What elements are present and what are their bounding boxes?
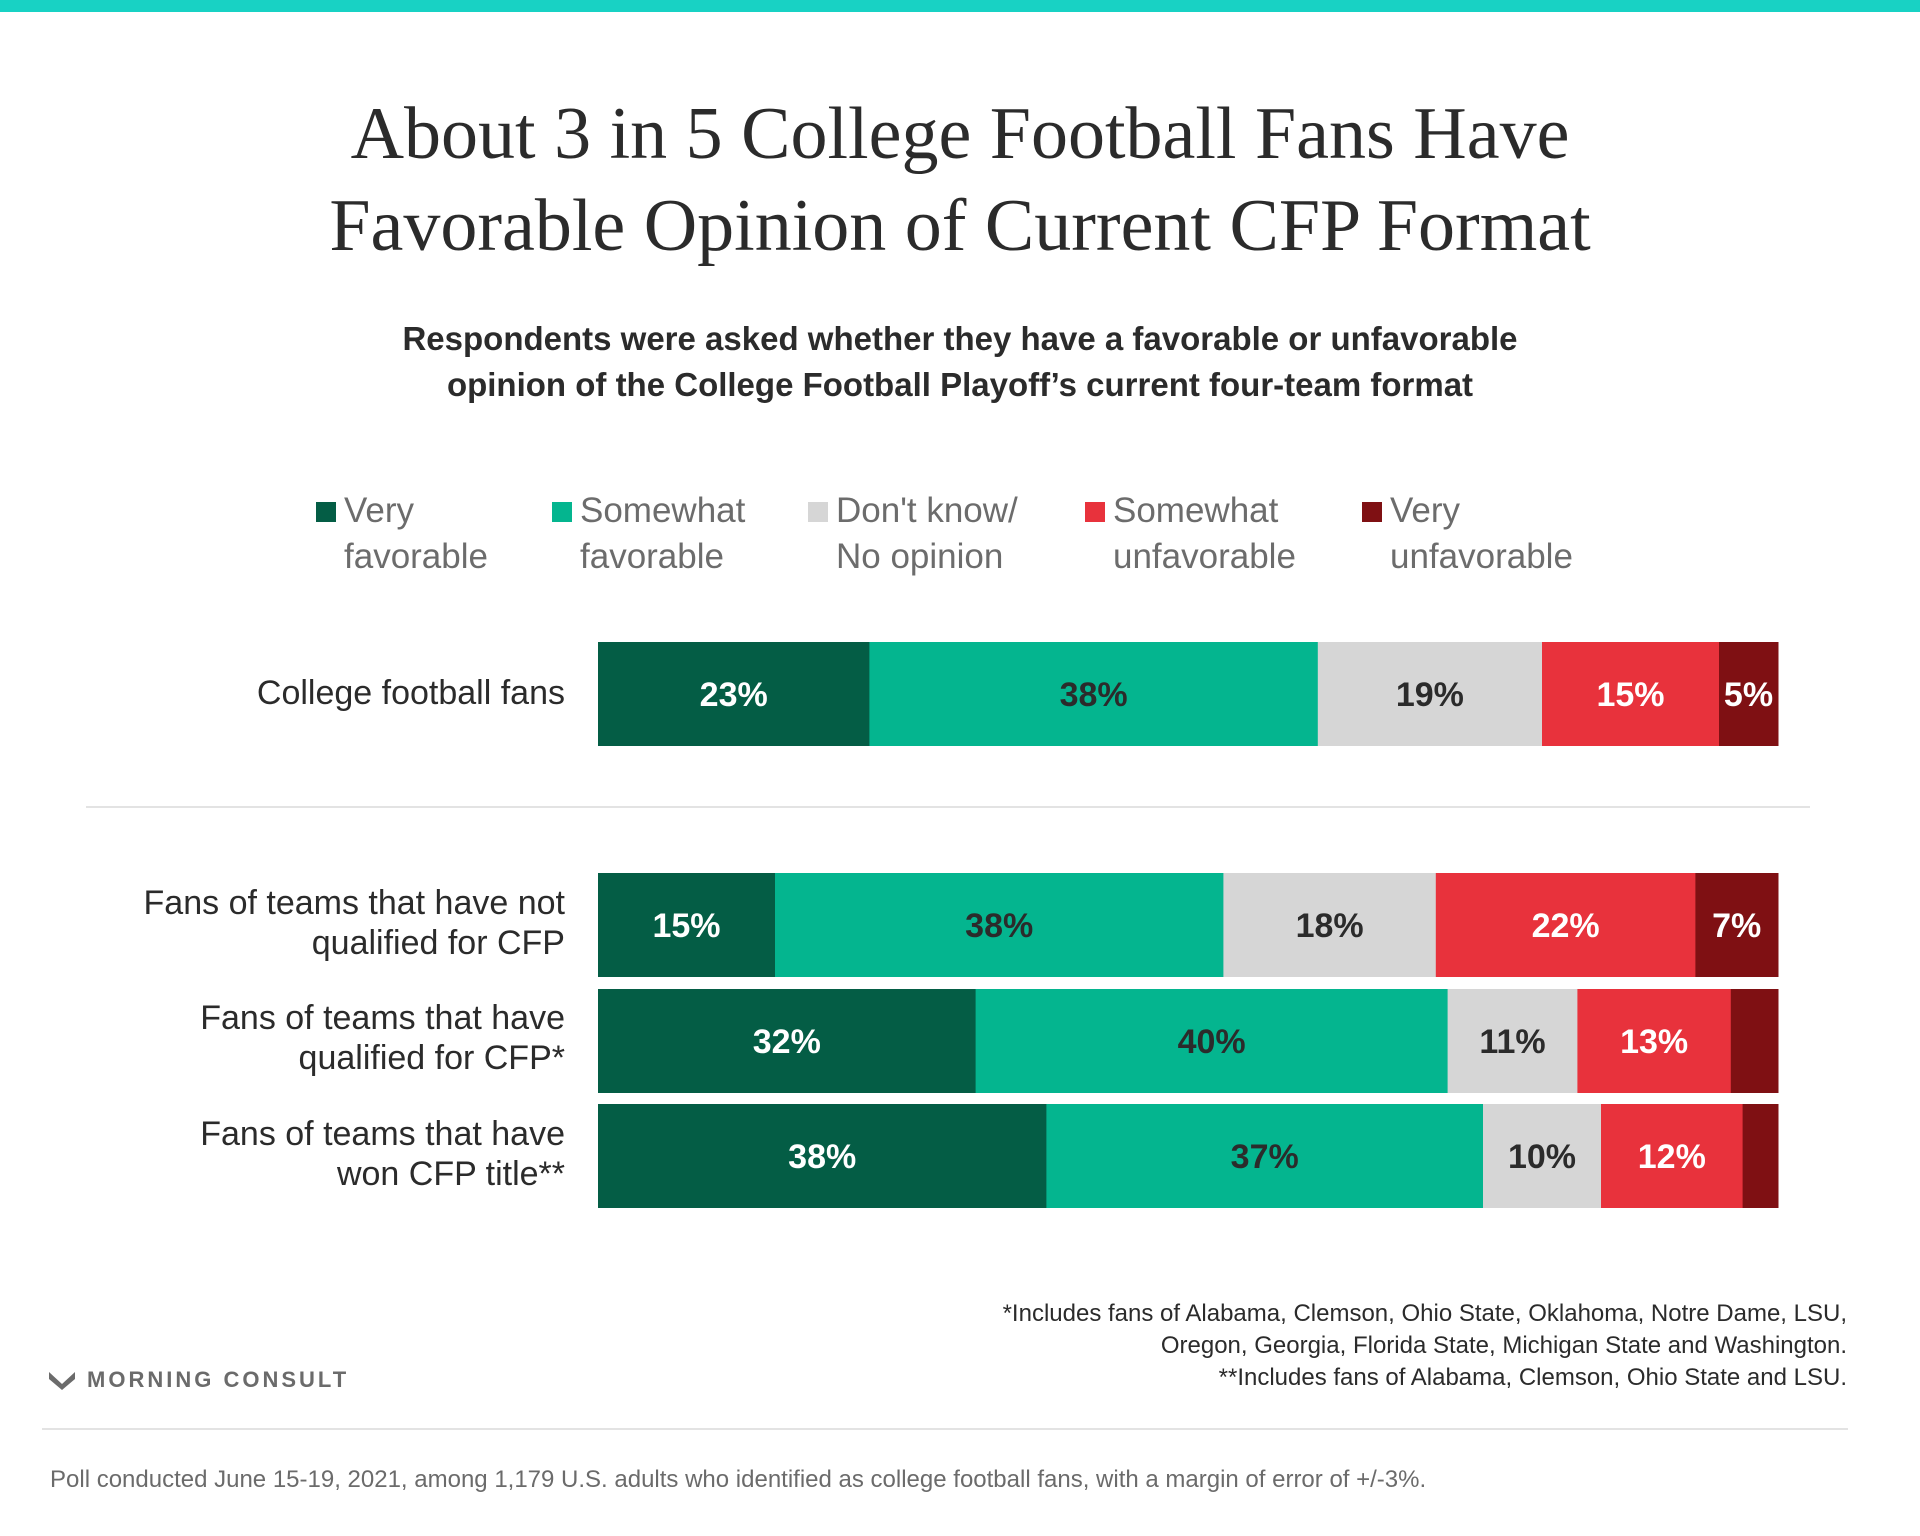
legend-swatch-dont-know: [808, 502, 828, 522]
brand-name: MORNING CONSULT: [87, 1367, 350, 1392]
chart-title: About 3 in 5 College Football Fans Have …: [0, 88, 1920, 272]
data-label-somewhat-favorable: 37%: [1231, 1138, 1299, 1176]
data-label-somewhat-favorable: 38%: [1060, 676, 1128, 714]
bar-segment-somewhat-favorable: [775, 873, 1224, 977]
legend-swatch-very-favorable: [316, 502, 336, 522]
footnotes: *Includes fans of Alabama, Clemson, Ohio…: [1003, 1298, 1847, 1394]
row-label-not-qualified: Fans of teams that have not qualified fo…: [144, 883, 565, 963]
bar-segment-very-unfavorable: [1730, 989, 1779, 1093]
section-divider: [86, 806, 1810, 808]
chart-title-line-1: About 3 in 5 College Football Fans Have: [350, 93, 1570, 175]
bar-segment-somewhat-favorable: [975, 989, 1449, 1093]
row-label-line: qualified for CFP: [311, 924, 565, 962]
data-label-very-favorable: 15%: [652, 907, 720, 945]
row-label-line: Fans of teams that have: [200, 1115, 565, 1153]
row-label-line: Fans of teams that have not: [143, 884, 565, 922]
data-label-somewhat-unfavorable: 15%: [1596, 676, 1664, 714]
bar-segment-very-favorable: [598, 1104, 1047, 1208]
legend-swatch-somewhat-unfavorable: [1085, 502, 1105, 522]
data-label-very-favorable: 32%: [753, 1023, 821, 1061]
chart-subtitle-line-2: opinion of the College Football Playoff’…: [446, 366, 1474, 403]
row-label-college-football-fans: College football fans: [257, 673, 565, 713]
data-label-very-favorable: 23%: [700, 676, 768, 714]
bar-segment-very-favorable: [598, 642, 870, 746]
bar-segment-very-unfavorable: [1695, 873, 1779, 977]
source-note: Poll conducted June 15-19, 2021, among 1…: [50, 1466, 1427, 1493]
bottom-rule: [42, 1428, 1848, 1430]
data-label-somewhat-favorable: 40%: [1178, 1023, 1246, 1061]
data-label-dont-know: 11%: [1479, 1023, 1545, 1061]
bar-segment-somewhat-unfavorable: [1435, 873, 1696, 977]
legend-label-line-1: Somewhat: [1113, 491, 1279, 530]
bar-segment-very-favorable: [598, 873, 776, 977]
legend-swatch-somewhat-favorable: [552, 502, 572, 522]
data-label-dont-know: 19%: [1396, 676, 1464, 714]
data-label-somewhat-unfavorable: 13%: [1620, 1023, 1688, 1061]
bar-segment-very-unfavorable: [1719, 642, 1779, 746]
top-accent-bar: [0, 0, 1920, 12]
row-label-line: College football fans: [256, 674, 565, 712]
legend-label-line-2: No opinion: [836, 537, 1004, 576]
bar-segment-dont-know: [1317, 642, 1543, 746]
row-label-qualified: Fans of teams that have qualified for CF…: [200, 998, 565, 1078]
legend-label-line-1: Don't know/: [836, 491, 1018, 530]
bar-segment-somewhat-favorable: [869, 642, 1319, 746]
legend-label-line-2: unfavorable: [1113, 537, 1296, 576]
data-label-dont-know: 10%: [1508, 1138, 1576, 1176]
row-label-line: qualified for CFP*: [298, 1039, 565, 1077]
bar-segment-somewhat-unfavorable: [1542, 642, 1720, 746]
legend-label-line-1: Very: [344, 491, 415, 530]
legend-label-line-2: unfavorable: [1390, 537, 1573, 576]
legend-label-line-2: favorable: [580, 537, 724, 576]
legend-label-line-2: favorable: [344, 537, 488, 576]
footnote-line-3: **Includes fans of Alabama, Clemson, Ohi…: [1218, 1364, 1847, 1391]
legend-label-line-1: Somewhat: [580, 491, 746, 530]
legend-label-line-1: Very: [1390, 491, 1461, 530]
chart-subtitle: Respondents were asked whether they have…: [0, 316, 1920, 408]
data-label-somewhat-unfavorable: 22%: [1532, 907, 1600, 945]
bar-segment-somewhat-favorable: [1046, 1104, 1484, 1208]
bar-segment-dont-know: [1223, 873, 1437, 977]
morning-consult-logo-icon: [49, 1372, 75, 1390]
row-label-won-title: Fans of teams that have won CFP title**: [200, 1114, 565, 1194]
bar-segment-dont-know: [1447, 989, 1578, 1093]
legend-swatch-very-unfavorable: [1362, 502, 1382, 522]
bar-segment-somewhat-unfavorable: [1577, 989, 1732, 1093]
chart-title-line-2: Favorable Opinion of Current CFP Format: [329, 185, 1591, 267]
footnote-line-1: *Includes fans of Alabama, Clemson, Ohio…: [1002, 1300, 1847, 1327]
footnote-line-2: Oregon, Georgia, Florida State, Michigan…: [1160, 1332, 1847, 1359]
data-label-somewhat-unfavorable: 12%: [1638, 1138, 1706, 1176]
data-label-very-favorable: 38%: [788, 1138, 856, 1176]
chart-subtitle-line-1: Respondents were asked whether they have…: [402, 320, 1518, 357]
row-label-line: Fans of teams that have: [200, 999, 565, 1037]
data-label-very-unfavorable: 7%: [1712, 907, 1761, 945]
bar-segment-very-unfavorable: [1742, 1104, 1779, 1208]
bar-segment-very-favorable: [598, 989, 977, 1093]
data-label-somewhat-favorable: 38%: [965, 907, 1033, 945]
data-label-dont-know: 18%: [1296, 907, 1364, 945]
data-label-very-unfavorable: 5%: [1724, 676, 1773, 714]
bar-segment-somewhat-unfavorable: [1601, 1104, 1744, 1208]
bar-segment-dont-know: [1483, 1104, 1602, 1208]
row-label-line: won CFP title**: [336, 1155, 565, 1193]
